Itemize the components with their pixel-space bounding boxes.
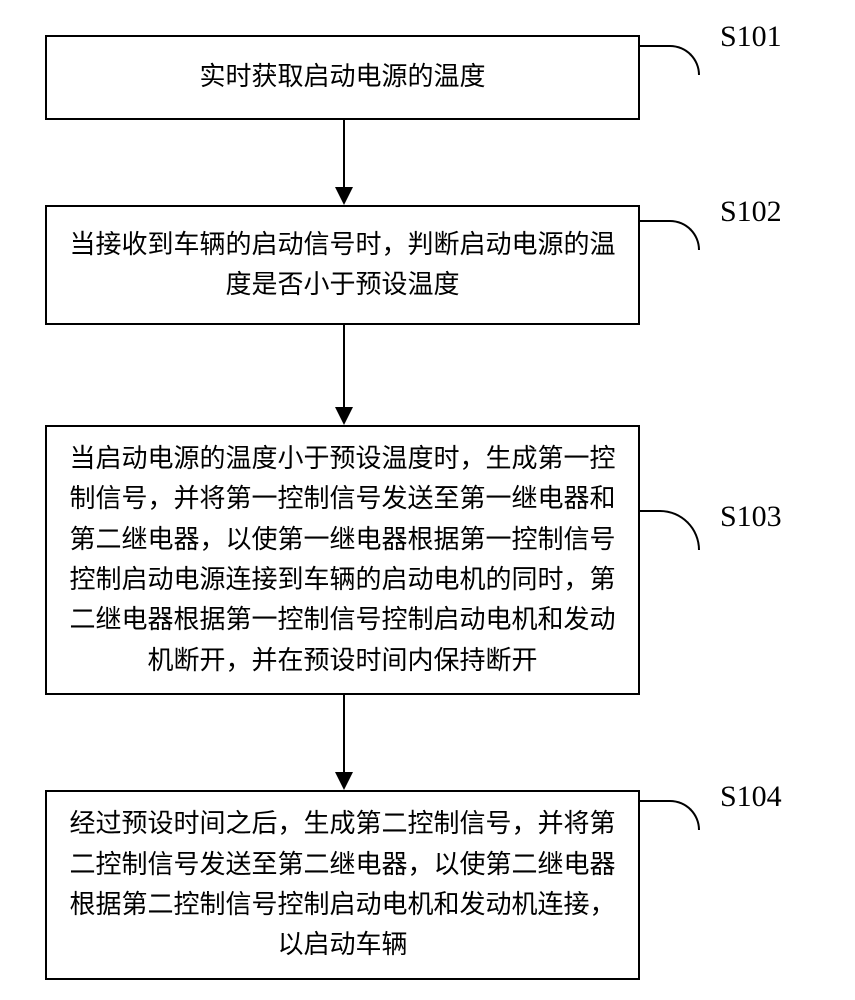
step-text-4: 经过预设时间之后，生成第二控制信号，并将第二控制信号发送至第二继电器，以使第二继… [67,804,618,965]
step-box-2: 当接收到车辆的启动信号时，判断启动电源的温度是否小于预设温度 [45,205,640,325]
label-connector-4 [640,800,700,830]
arrow-head-3-4 [335,772,353,790]
arrow-1-2 [343,120,345,187]
step-label-3: S103 [720,500,782,534]
label-connector-2 [640,220,700,250]
step-label-2: S102 [720,195,782,229]
arrow-3-4 [343,695,345,772]
flowchart-container: 实时获取启动电源的温度 S101 当接收到车辆的启动信号时，判断启动电源的温度是… [0,0,855,1000]
step-label-1: S101 [720,20,782,54]
label-connector-3 [640,510,700,550]
arrow-head-2-3 [335,407,353,425]
step-box-3: 当启动电源的温度小于预设温度时，生成第一控制信号，并将第一控制信号发送至第一继电… [45,425,640,695]
step-label-4: S104 [720,780,782,814]
step-text-1: 实时获取启动电源的温度 [199,57,485,97]
arrow-2-3 [343,325,345,407]
label-connector-1 [640,45,700,75]
arrow-head-1-2 [335,187,353,205]
step-text-3: 当启动电源的温度小于预设温度时，生成第一控制信号，并将第一控制信号发送至第一继电… [67,439,618,681]
step-box-1: 实时获取启动电源的温度 [45,35,640,120]
step-text-2: 当接收到车辆的启动信号时，判断启动电源的温度是否小于预设温度 [67,225,618,306]
step-box-4: 经过预设时间之后，生成第二控制信号，并将第二控制信号发送至第二继电器，以使第二继… [45,790,640,980]
